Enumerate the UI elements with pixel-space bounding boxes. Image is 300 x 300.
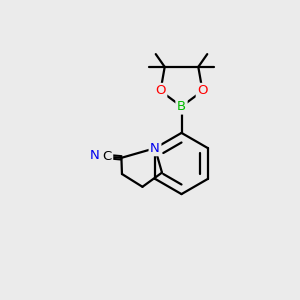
Text: C: C [102, 150, 112, 163]
Text: O: O [155, 84, 166, 98]
Text: N: N [150, 142, 160, 155]
Text: O: O [197, 84, 208, 98]
Text: B: B [177, 100, 186, 113]
Text: N: N [90, 149, 100, 162]
